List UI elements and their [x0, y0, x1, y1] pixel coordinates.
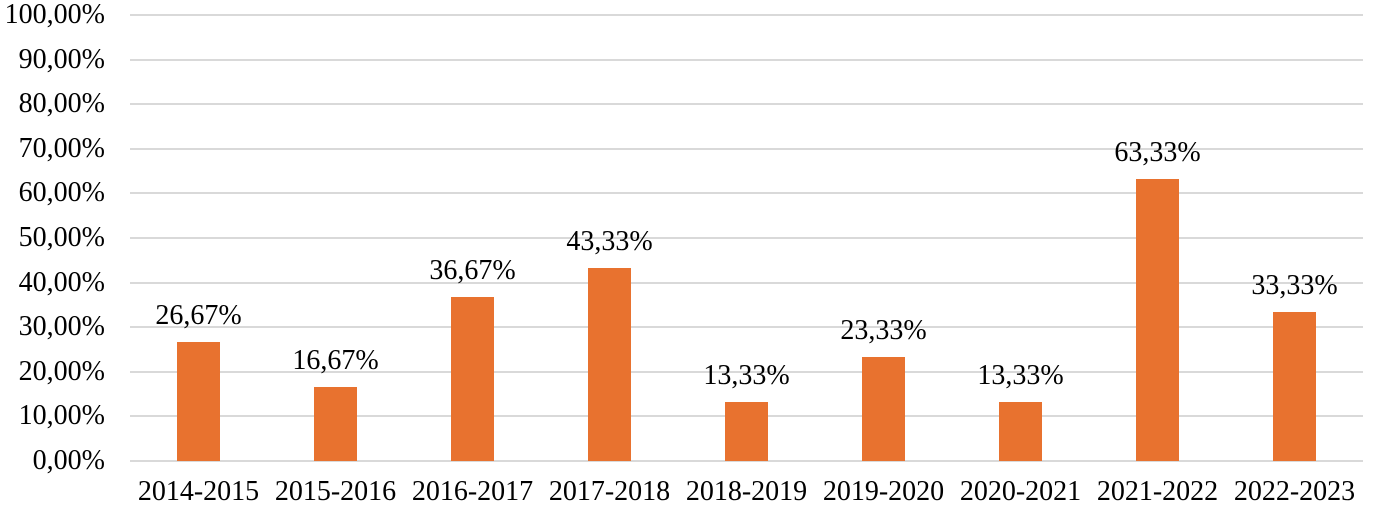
bar-2016-2017	[451, 297, 494, 461]
x-axis-category-label: 2019-2020	[822, 476, 945, 507]
bar-2020-2021	[999, 401, 1042, 461]
bar-2015-2016	[314, 386, 357, 461]
bar-2022-2023	[1273, 312, 1316, 461]
bar-value-label: 13,33%	[977, 359, 1064, 391]
bar-2019-2020	[862, 356, 905, 461]
gridline	[130, 103, 1363, 106]
x-axis-category-label: 2021-2022	[1096, 476, 1219, 507]
y-axis-tick-label: 70,00%	[18, 132, 105, 164]
x-axis-category-label: 2016-2017	[411, 476, 534, 507]
bar-value-label: 36,67%	[429, 255, 516, 287]
gridline	[130, 14, 1363, 16]
y-axis-tick-label: 90,00%	[18, 43, 105, 75]
bar-value-label: 13,33%	[703, 359, 790, 391]
y-axis-tick-label: 50,00%	[18, 222, 105, 253]
gridline	[130, 237, 1363, 239]
gridline	[130, 460, 1363, 462]
x-axis-category-label: 2020-2021	[959, 476, 1082, 507]
gridline	[130, 147, 1363, 150]
x-axis-category-label: 2017-2018	[548, 476, 671, 507]
gridline	[130, 281, 1363, 284]
bar-value-label: 33,33%	[1251, 270, 1338, 302]
y-axis-tick-label: 0,00%	[32, 445, 105, 476]
y-axis-tick-label: 10,00%	[18, 400, 105, 432]
x-axis-category-label: 2018-2019	[685, 476, 808, 507]
y-axis-tick-label: 20,00%	[18, 355, 105, 387]
gridline	[130, 58, 1363, 61]
y-axis-tick-label: 40,00%	[18, 266, 105, 298]
bar-value-label: 16,67%	[292, 344, 379, 376]
x-axis-category-label: 2015-2016	[274, 476, 397, 507]
bar-2018-2019	[725, 401, 768, 461]
y-axis-tick-label: 60,00%	[18, 177, 105, 209]
bar-2017-2018	[588, 267, 631, 461]
bar-value-label: 43,33%	[566, 225, 653, 257]
y-axis-tick-label: 100,00%	[4, 0, 105, 30]
gridline	[130, 326, 1363, 329]
bar-2021-2022	[1136, 178, 1179, 461]
gridline	[130, 192, 1363, 195]
y-axis-tick-label: 80,00%	[18, 88, 105, 120]
x-axis-category-label: 2014-2015	[137, 476, 260, 507]
bar-value-label: 63,33%	[1114, 136, 1201, 168]
bar-2014-2015	[177, 342, 220, 461]
x-axis-category-label: 2022-2023	[1233, 476, 1356, 507]
bar-value-label: 26,67%	[155, 300, 242, 332]
y-axis-tick-label: 30,00%	[18, 311, 105, 343]
gridline	[130, 370, 1363, 373]
bar-value-label: 23,33%	[840, 314, 927, 346]
